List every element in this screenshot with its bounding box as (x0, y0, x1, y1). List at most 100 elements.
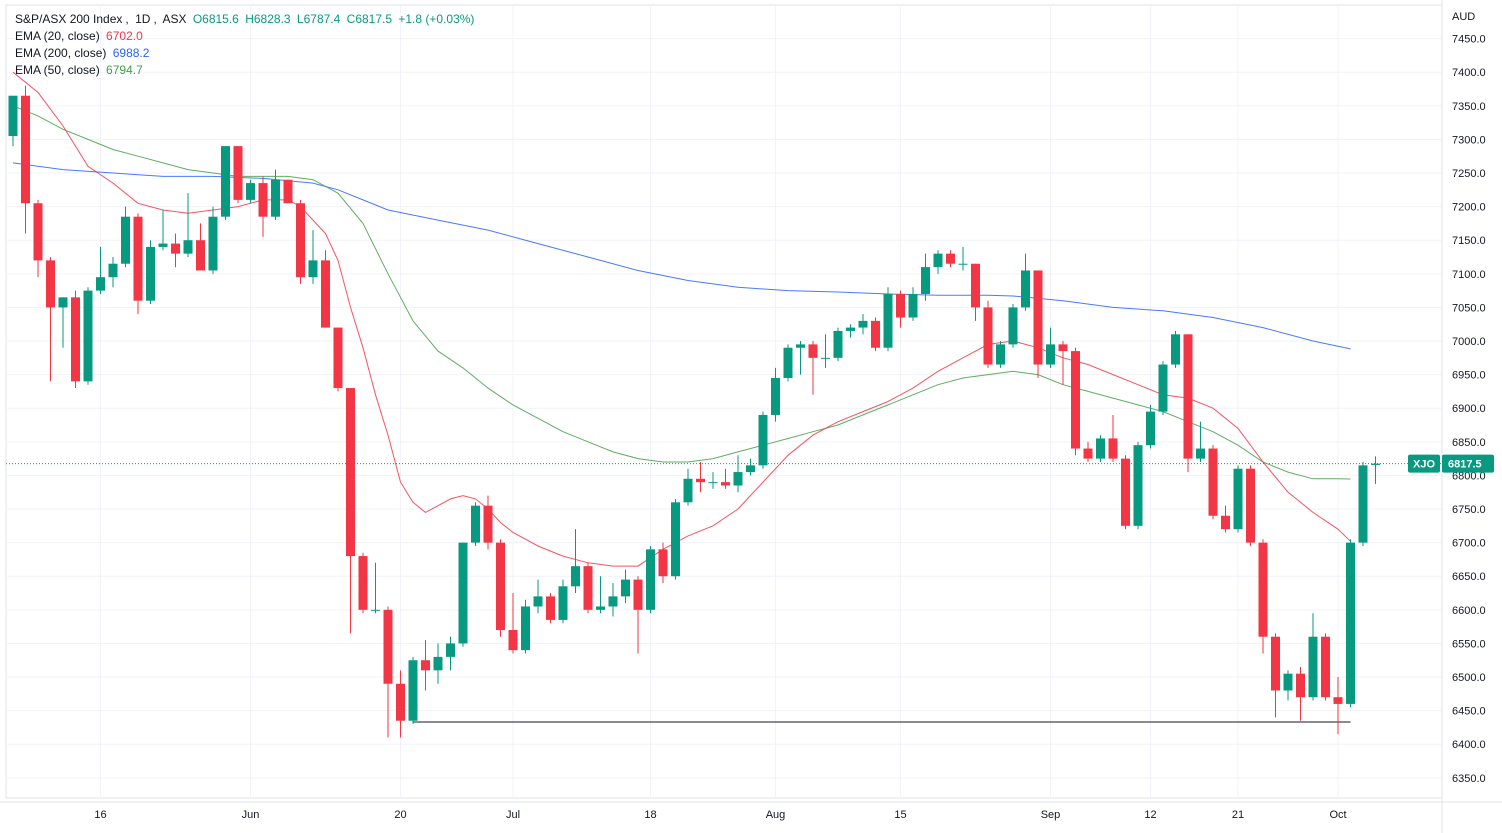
candle-up[interactable] (1021, 270, 1030, 308)
candle-up[interactable] (371, 609, 380, 611)
candle-down[interactable] (983, 307, 993, 365)
candle-down[interactable] (46, 260, 55, 308)
candle-up[interactable] (108, 263, 118, 278)
candle-up[interactable] (1371, 463, 1380, 465)
candle-up[interactable] (958, 263, 968, 265)
candle-down[interactable] (283, 179, 293, 204)
candle-down[interactable] (1108, 438, 1118, 459)
candle-up[interactable] (1008, 307, 1018, 345)
candle-down[interactable] (1208, 448, 1218, 516)
candle-up[interactable] (758, 414, 768, 466)
candle-up[interactable] (608, 596, 618, 607)
candle-up[interactable] (858, 320, 868, 328)
candle-down[interactable] (33, 203, 43, 261)
candle-up[interactable] (446, 643, 455, 657)
candle-up[interactable] (533, 596, 543, 607)
candle-down[interactable] (546, 596, 555, 620)
candle-up[interactable] (746, 465, 755, 473)
candle-up[interactable] (83, 290, 93, 382)
candle-down[interactable] (1296, 673, 1305, 698)
candle-down[interactable] (1333, 697, 1343, 704)
candle-up[interactable] (1233, 468, 1243, 530)
candle-up[interactable] (1133, 445, 1143, 526)
candle-up[interactable] (646, 549, 655, 610)
candle-up[interactable] (271, 179, 280, 217)
candle-up[interactable] (771, 377, 780, 415)
candle-up[interactable] (558, 586, 568, 620)
legend-ema50[interactable]: EMA (50, close) 6794.7 (15, 62, 477, 79)
candle-down[interactable] (1221, 515, 1230, 530)
candle-down[interactable] (196, 240, 205, 271)
candle-down[interactable] (296, 203, 305, 278)
candle-up[interactable] (308, 260, 318, 278)
candle-down[interactable] (1183, 334, 1193, 459)
candle-up[interactable] (908, 293, 918, 318)
candle-down[interactable] (321, 260, 330, 328)
candle-down[interactable] (233, 146, 243, 200)
candle-down[interactable] (808, 344, 818, 358)
candle-up[interactable] (783, 347, 793, 378)
candle-down[interactable] (346, 388, 355, 557)
candle-down[interactable] (721, 482, 730, 486)
candle-down[interactable] (1071, 351, 1080, 449)
candle-down[interactable] (421, 660, 430, 671)
candle-down[interactable] (871, 320, 880, 348)
candle-up[interactable] (596, 606, 605, 610)
candle-up[interactable] (221, 146, 230, 217)
candle-up[interactable] (1146, 411, 1155, 446)
candle-up[interactable] (96, 277, 105, 291)
candle-down[interactable] (258, 183, 268, 217)
candle-up[interactable] (1358, 465, 1368, 543)
candle-down[interactable] (383, 609, 393, 684)
candle-up[interactable] (796, 344, 805, 348)
interval-label[interactable]: 1D (135, 12, 151, 26)
candle-up[interactable] (846, 327, 855, 331)
last-price-tag[interactable] (1442, 454, 1494, 473)
candle-up[interactable] (821, 357, 830, 359)
candle-up[interactable] (458, 542, 468, 644)
candle-up[interactable] (408, 660, 418, 721)
candle-up[interactable] (146, 246, 155, 301)
candle-up[interactable] (621, 579, 630, 597)
candle-up[interactable] (833, 330, 843, 358)
candle-up[interactable] (183, 240, 193, 254)
candle-down[interactable] (658, 549, 668, 577)
candle-down[interactable] (696, 478, 705, 483)
candle-up[interactable] (733, 472, 743, 486)
candle-down[interactable] (1121, 458, 1130, 526)
candle-up[interactable] (671, 502, 680, 577)
candle-down[interactable] (171, 243, 180, 254)
candle-down[interactable] (1258, 542, 1268, 637)
candle-down[interactable] (21, 95, 30, 204)
candle-up[interactable] (921, 267, 930, 294)
candle-up[interactable] (1283, 673, 1293, 691)
candle-down[interactable] (496, 542, 505, 630)
candle-up[interactable] (1171, 334, 1180, 365)
candle-up[interactable] (246, 183, 255, 200)
candle-up[interactable] (433, 656, 443, 671)
candle-down[interactable] (396, 683, 405, 721)
candle-down[interactable] (1058, 344, 1068, 352)
candle-up[interactable] (1046, 344, 1055, 365)
candle-down[interactable] (508, 629, 518, 651)
candle-down[interactable] (946, 253, 955, 264)
candle-up[interactable] (58, 297, 68, 308)
candle-down[interactable] (1246, 468, 1255, 543)
legend-ema200[interactable]: EMA (200, close) 6988.2 (15, 45, 477, 62)
candle-up[interactable] (1158, 364, 1168, 412)
candle-up[interactable] (996, 344, 1005, 365)
candle-up[interactable] (571, 566, 580, 587)
candle-down[interactable] (71, 297, 80, 382)
candle-down[interactable] (896, 293, 905, 318)
candle-up[interactable] (1346, 542, 1355, 704)
candle-up[interactable] (1096, 438, 1105, 459)
candle-up[interactable] (933, 253, 943, 268)
candle-down[interactable] (133, 216, 143, 301)
candle-down[interactable] (633, 579, 643, 610)
candle-up[interactable] (1196, 448, 1205, 459)
candle-down[interactable] (1321, 636, 1330, 698)
candle-down[interactable] (358, 556, 368, 610)
candle-up[interactable] (8, 95, 18, 137)
candle-down[interactable] (1083, 448, 1093, 459)
